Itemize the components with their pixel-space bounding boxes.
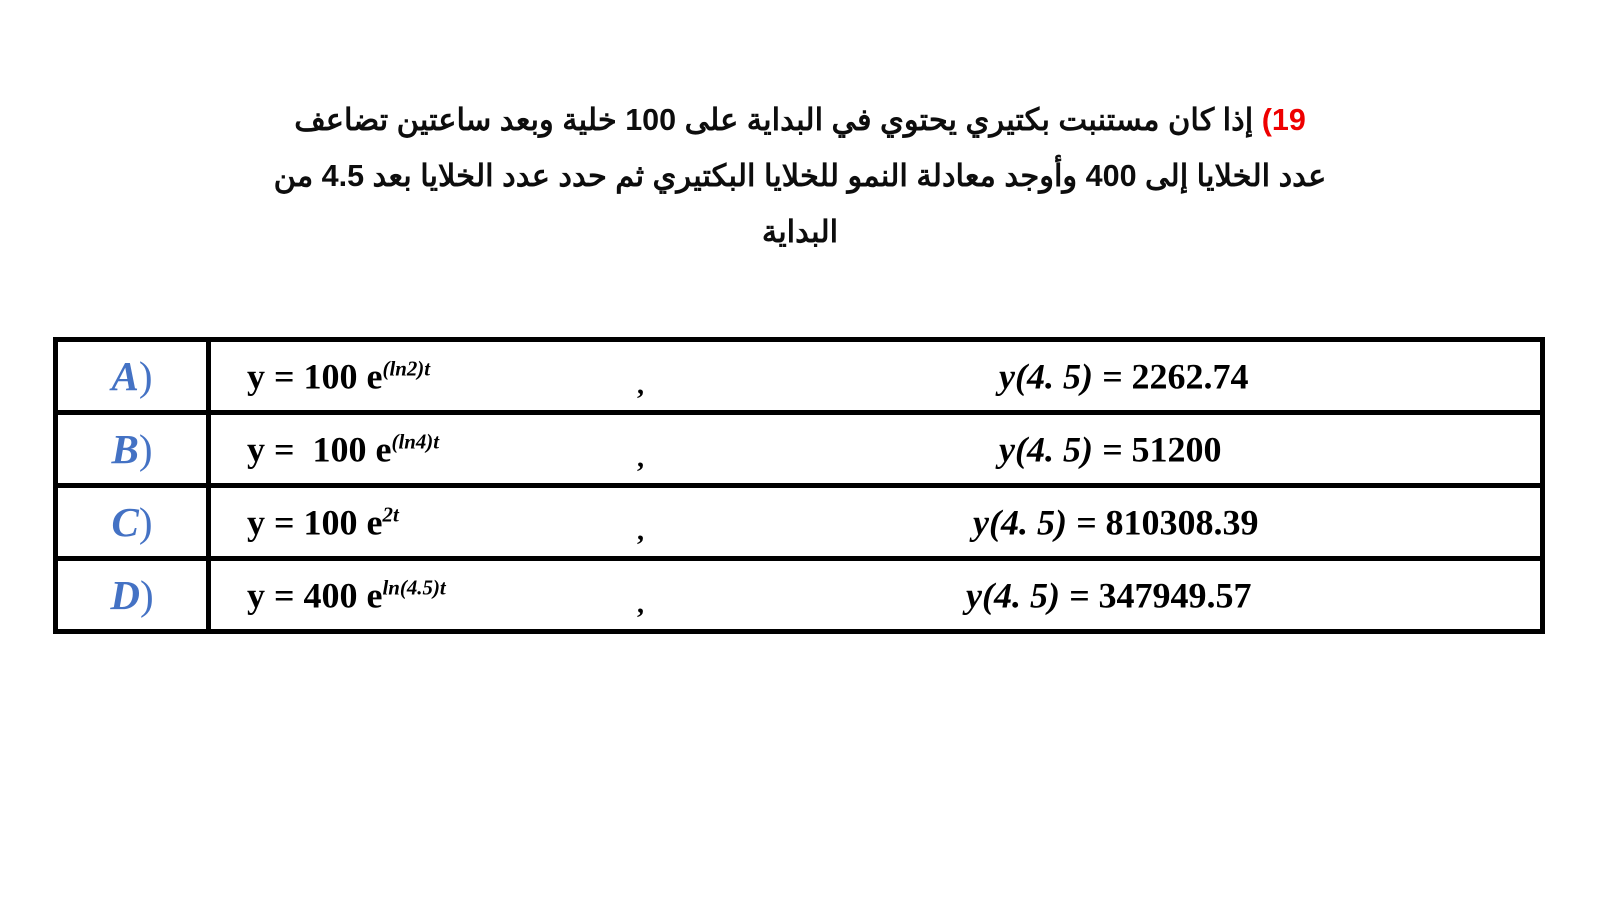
option-letter-c-text: C xyxy=(111,498,139,545)
option-value-c-label: y(4. 5) = xyxy=(973,502,1106,543)
question-stem-line-2: عدد الخلايا إلى 400 وأوجد معادلة النمو ل… xyxy=(273,159,1327,193)
option-body-a[interactable]: y = 100 e(ln2)t , y(4. 5) = 2262.74 xyxy=(206,337,1545,415)
option-equation-a-base: y = 100 e xyxy=(247,356,383,397)
option-value-a-label: y(4. 5) = xyxy=(999,356,1132,397)
option-letter-a-text: A xyxy=(111,352,139,399)
option-letter-d-text: D xyxy=(110,571,140,618)
option-letter-b-text: B xyxy=(111,425,139,472)
option-equation-a-exponent: (ln2)t xyxy=(382,356,431,381)
option-value-d-number: 347949.57 xyxy=(1098,575,1252,616)
option-separator-b: , xyxy=(637,442,644,474)
option-equation-a: y = 100 e(ln2)t xyxy=(247,356,431,397)
option-equation-c-exponent: 2t xyxy=(382,502,399,527)
option-equation-b: y = 100 e(ln4)t xyxy=(247,429,440,470)
option-value-a-number: 2262.74 xyxy=(1131,356,1249,397)
option-row-b[interactable]: B) y = 100 e(ln4)t , y(4. 5) = 51200 xyxy=(53,410,1545,488)
option-letter-d[interactable]: D) xyxy=(53,556,211,634)
option-value-d: y(4. 5) = 347949.57 xyxy=(966,578,1251,614)
option-separator-a: , xyxy=(637,369,644,401)
option-letter-c-paren: ) xyxy=(138,498,153,545)
option-letter-c[interactable]: C) xyxy=(53,483,211,561)
option-value-d-label: y(4. 5) = xyxy=(966,575,1099,616)
option-letter-a-paren: ) xyxy=(138,352,153,399)
option-value-b: y(4. 5) = 51200 xyxy=(999,432,1221,468)
option-equation-c-base: y = 100 e xyxy=(247,502,383,543)
option-separator-c: , xyxy=(637,515,644,547)
option-value-b-number: 51200 xyxy=(1131,429,1222,470)
option-value-c-number: 810308.39 xyxy=(1105,502,1259,543)
option-body-b[interactable]: y = 100 e(ln4)t , y(4. 5) = 51200 xyxy=(206,410,1545,488)
option-equation-c: y = 100 e2t xyxy=(247,502,399,543)
option-value-a: y(4. 5) = 2262.74 xyxy=(999,359,1248,395)
option-letter-a[interactable]: A) xyxy=(53,337,211,415)
option-row-d[interactable]: D) y = 400 eln(4.5)t , y(4. 5) = 347949.… xyxy=(53,556,1545,634)
option-formula-wrap-d: y = 400 eln(4.5)t , y(4. 5) = 347949.57 xyxy=(211,561,1540,629)
option-letter-b-paren: ) xyxy=(138,425,153,472)
question-stem: 19) إذا كان مستنبت بكتيري يحتوي في البدا… xyxy=(55,92,1545,260)
option-equation-d-exponent: ln(4.5)t xyxy=(382,575,446,600)
answer-options-table: A) y = 100 e(ln2)t , y(4. 5) = 2262.74 B… xyxy=(53,337,1545,634)
option-separator-d: , xyxy=(637,588,644,620)
question-stem-line-1: 19) إذا كان مستنبت بكتيري يحتوي في البدا… xyxy=(55,92,1545,148)
option-equation-b-exponent: (ln4)t xyxy=(391,429,440,454)
option-value-c: y(4. 5) = 810308.39 xyxy=(973,505,1258,541)
option-formula-wrap-a: y = 100 e(ln2)t , y(4. 5) = 2262.74 xyxy=(211,342,1540,410)
question-stem-text-1: إذا كان مستنبت بكتيري يحتوي في البداية ع… xyxy=(294,103,1254,137)
option-row-c[interactable]: C) y = 100 e2t , y(4. 5) = 810308.39 xyxy=(53,483,1545,561)
option-equation-d: y = 400 eln(4.5)t xyxy=(247,575,446,616)
option-body-d[interactable]: y = 400 eln(4.5)t , y(4. 5) = 347949.57 xyxy=(206,556,1545,634)
option-equation-d-base: y = 400 e xyxy=(247,575,383,616)
option-row-a[interactable]: A) y = 100 e(ln2)t , y(4. 5) = 2262.74 xyxy=(53,337,1545,415)
option-letter-d-paren: ) xyxy=(139,571,154,618)
question-stem-line-3: البداية xyxy=(761,215,839,249)
option-body-c[interactable]: y = 100 e2t , y(4. 5) = 810308.39 xyxy=(206,483,1545,561)
option-formula-wrap-b: y = 100 e(ln4)t , y(4. 5) = 51200 xyxy=(211,415,1540,483)
question-number: 19) xyxy=(1261,103,1306,137)
option-value-b-label: y(4. 5) = xyxy=(999,429,1132,470)
option-equation-b-base: y = 100 e xyxy=(247,429,392,470)
option-letter-b[interactable]: B) xyxy=(53,410,211,488)
option-formula-wrap-c: y = 100 e2t , y(4. 5) = 810308.39 xyxy=(211,488,1540,556)
